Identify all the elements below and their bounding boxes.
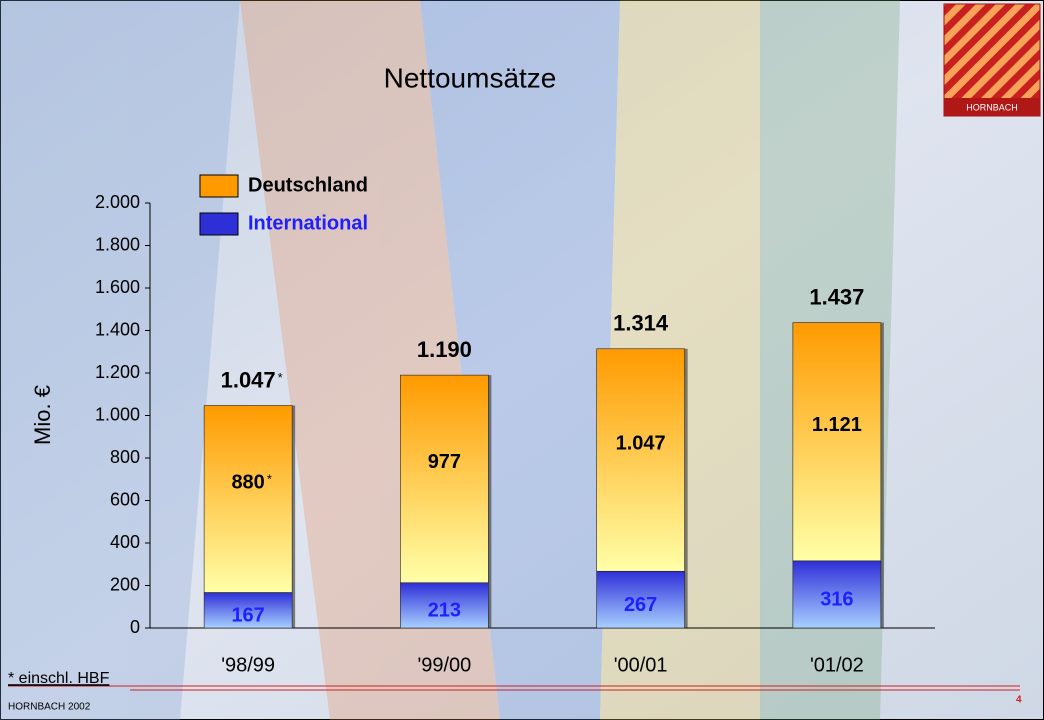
- bar-segment: [400, 582, 489, 629]
- total-label: 1.047: [221, 367, 276, 392]
- y-tick-label: 600: [110, 489, 140, 509]
- chart-title: Nettoumsätze: [384, 62, 557, 93]
- y-tick-label: 2.000: [95, 192, 140, 212]
- y-tick-label: 1.200: [95, 362, 140, 382]
- legend-label: International: [248, 212, 368, 234]
- bar-segment: [203, 405, 293, 593]
- y-tick-label: 400: [110, 532, 140, 552]
- value-label: 1.121: [812, 414, 862, 436]
- logo-text: HORNBACH: [966, 102, 1018, 112]
- bar-segment: [792, 322, 882, 562]
- legend-swatch: [199, 212, 239, 236]
- x-tick-label: '98/99: [221, 654, 275, 676]
- y-tick-label: 800: [110, 447, 140, 467]
- logo: [943, 3, 1041, 117]
- legend-swatch: [199, 174, 239, 198]
- bar-segment: [792, 560, 882, 629]
- x-tick-label: '01/02: [810, 654, 864, 676]
- y-tick-label: 200: [110, 574, 140, 594]
- total-label: 1.314: [613, 311, 669, 336]
- y-tick-label: 1.800: [95, 234, 140, 254]
- y-tick-label: 0: [130, 617, 140, 637]
- y-tick-label: 1.600: [95, 277, 140, 297]
- footnote-marker: *: [267, 471, 272, 486]
- logo-band: [944, 98, 1040, 116]
- footnote: * einschl. HBF: [8, 670, 110, 687]
- x-tick-label: '00/01: [614, 654, 668, 676]
- footnote-marker: *: [278, 370, 283, 385]
- x-tick-label: '99/00: [417, 654, 471, 676]
- y-axis-label: Mio. €: [30, 385, 55, 445]
- value-label: 213: [428, 600, 461, 622]
- total-label: 1.437: [809, 284, 864, 309]
- value-label: 316: [820, 589, 853, 611]
- legend-label: Deutschland: [248, 174, 368, 196]
- value-label: 977: [428, 451, 461, 473]
- value-label: 880: [231, 471, 264, 493]
- bar-segment: [596, 348, 685, 572]
- value-label: 167: [231, 605, 264, 627]
- page-number: 4: [1016, 695, 1022, 706]
- bar-segment: [400, 374, 489, 584]
- bar-segment: [596, 570, 685, 629]
- y-tick-label: 1.000: [95, 404, 140, 424]
- bar-segment: [203, 592, 293, 629]
- total-label: 1.190: [417, 337, 472, 362]
- value-label: 1.047: [616, 432, 666, 454]
- footer-company: HORNBACH 2002: [8, 702, 91, 713]
- y-tick-label: 1.400: [95, 319, 140, 339]
- value-label: 267: [624, 594, 657, 616]
